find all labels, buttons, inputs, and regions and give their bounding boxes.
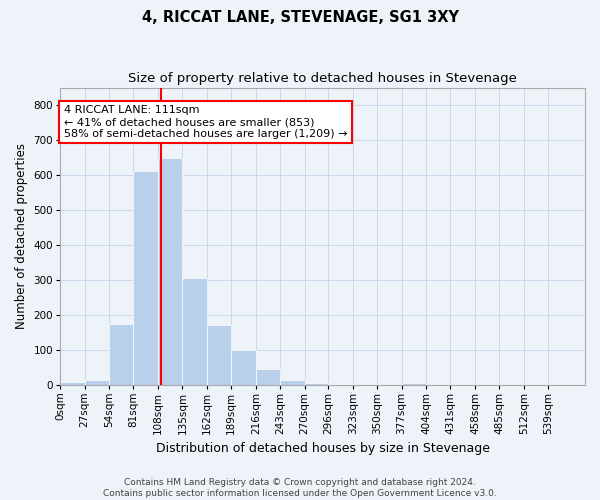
Bar xyxy=(133,171,158,384)
Bar xyxy=(109,324,133,384)
Bar xyxy=(158,158,182,384)
Text: 4, RICCAT LANE, STEVENAGE, SG1 3XY: 4, RICCAT LANE, STEVENAGE, SG1 3XY xyxy=(142,10,458,25)
Title: Size of property relative to detached houses in Stevenage: Size of property relative to detached ho… xyxy=(128,72,517,86)
Bar xyxy=(305,382,329,384)
Text: Contains HM Land Registry data © Crown copyright and database right 2024.
Contai: Contains HM Land Registry data © Crown c… xyxy=(103,478,497,498)
Bar xyxy=(232,350,256,384)
Bar xyxy=(85,380,109,384)
Bar xyxy=(401,383,426,384)
Y-axis label: Number of detached properties: Number of detached properties xyxy=(15,144,28,330)
X-axis label: Distribution of detached houses by size in Stevenage: Distribution of detached houses by size … xyxy=(155,442,490,455)
Bar xyxy=(280,380,305,384)
Bar xyxy=(207,326,232,384)
Bar xyxy=(60,382,85,384)
Bar xyxy=(256,369,280,384)
Bar xyxy=(182,278,207,384)
Text: 4 RICCAT LANE: 111sqm
← 41% of detached houses are smaller (853)
58% of semi-det: 4 RICCAT LANE: 111sqm ← 41% of detached … xyxy=(64,106,347,138)
